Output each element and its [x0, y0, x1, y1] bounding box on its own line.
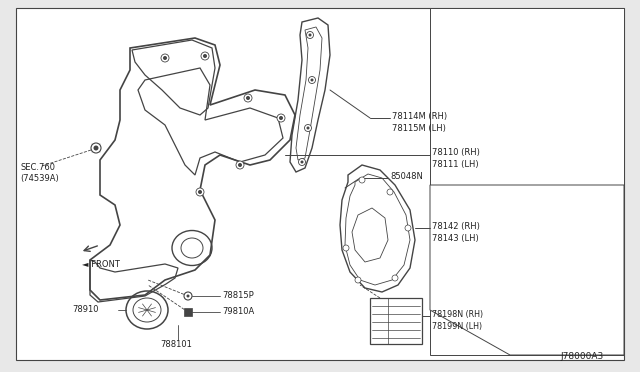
- Circle shape: [93, 145, 99, 151]
- Circle shape: [246, 96, 250, 100]
- Circle shape: [277, 114, 285, 122]
- Circle shape: [238, 163, 242, 167]
- Circle shape: [298, 158, 305, 166]
- Text: 78910: 78910: [72, 305, 99, 314]
- Circle shape: [244, 94, 252, 102]
- Text: 78199N (LH): 78199N (LH): [432, 322, 482, 331]
- Circle shape: [279, 116, 283, 120]
- Text: 78114M (RH): 78114M (RH): [392, 112, 447, 121]
- Circle shape: [387, 189, 393, 195]
- Circle shape: [196, 188, 204, 196]
- Circle shape: [198, 190, 202, 194]
- Circle shape: [201, 52, 209, 60]
- Circle shape: [305, 125, 312, 131]
- Text: (74539A): (74539A): [20, 174, 59, 183]
- Circle shape: [392, 275, 398, 281]
- Text: 78115M (LH): 78115M (LH): [392, 124, 446, 133]
- Circle shape: [359, 177, 365, 183]
- Circle shape: [308, 33, 312, 36]
- Polygon shape: [430, 185, 624, 355]
- Circle shape: [186, 295, 189, 298]
- Circle shape: [184, 292, 192, 300]
- Polygon shape: [184, 308, 192, 316]
- Circle shape: [310, 78, 314, 81]
- Circle shape: [163, 56, 167, 60]
- Polygon shape: [16, 8, 624, 360]
- Text: 78142 (RH): 78142 (RH): [432, 222, 480, 231]
- Text: 79810A: 79810A: [222, 307, 254, 316]
- Circle shape: [308, 77, 316, 83]
- Circle shape: [307, 126, 310, 129]
- Text: 78111 (LH): 78111 (LH): [432, 160, 479, 169]
- Text: ◄ FRONT: ◄ FRONT: [82, 260, 120, 269]
- Circle shape: [307, 32, 314, 38]
- Text: SEC.760: SEC.760: [20, 163, 55, 172]
- Circle shape: [91, 143, 101, 153]
- Circle shape: [343, 245, 349, 251]
- Text: 788101: 788101: [160, 340, 192, 349]
- Circle shape: [405, 225, 411, 231]
- Text: J78000A3: J78000A3: [560, 352, 604, 361]
- Circle shape: [236, 161, 244, 169]
- Polygon shape: [430, 185, 624, 355]
- Circle shape: [161, 54, 169, 62]
- Text: 78815P: 78815P: [222, 291, 253, 300]
- Circle shape: [355, 277, 361, 283]
- Polygon shape: [430, 8, 624, 185]
- Text: 78110 (RH): 78110 (RH): [432, 148, 480, 157]
- Text: 78198N (RH): 78198N (RH): [432, 310, 483, 319]
- Circle shape: [301, 160, 303, 164]
- Text: 78143 (LH): 78143 (LH): [432, 234, 479, 243]
- Circle shape: [203, 54, 207, 58]
- Text: 85048N: 85048N: [390, 172, 423, 181]
